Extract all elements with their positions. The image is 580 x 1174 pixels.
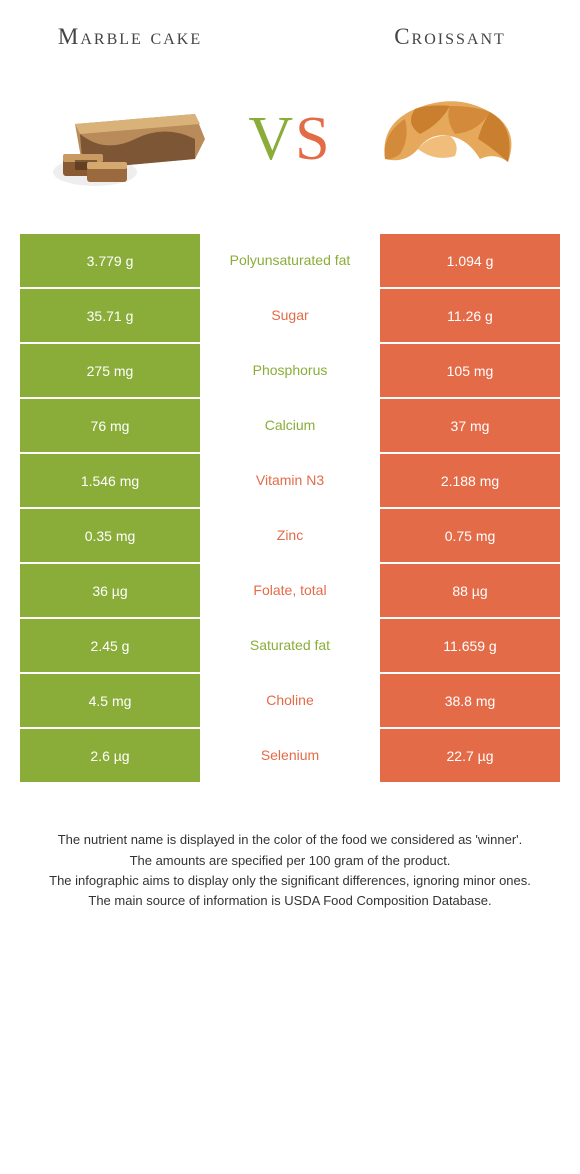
- vs-label: VS: [230, 104, 350, 175]
- footer-line-2: The amounts are specified per 100 gram o…: [28, 851, 552, 871]
- nutrient-label: Selenium: [200, 727, 380, 782]
- comparison-table: 3.779 gPolyunsaturated fat1.094 g35.71 g…: [20, 232, 560, 782]
- value-left: 76 mg: [20, 397, 200, 452]
- value-left: 36 µg: [20, 562, 200, 617]
- value-right: 37 mg: [380, 397, 560, 452]
- nutrient-label: Choline: [200, 672, 380, 727]
- table-row: 2.45 gSaturated fat11.659 g: [20, 617, 560, 672]
- title-right: Croissant: [370, 24, 530, 50]
- footer-line-4: The main source of information is USDA F…: [28, 891, 552, 911]
- value-right: 38.8 mg: [380, 672, 560, 727]
- value-left: 3.779 g: [20, 232, 200, 287]
- value-right: 1.094 g: [380, 232, 560, 287]
- value-left: 2.45 g: [20, 617, 200, 672]
- value-right: 105 mg: [380, 342, 560, 397]
- table-row: 2.6 µgSelenium22.7 µg: [20, 727, 560, 782]
- value-left: 275 mg: [20, 342, 200, 397]
- footer: The nutrient name is displayed in the co…: [0, 782, 580, 911]
- nutrient-label: Zinc: [200, 507, 380, 562]
- nutrient-label: Calcium: [200, 397, 380, 452]
- value-left: 1.546 mg: [20, 452, 200, 507]
- value-left: 0.35 mg: [20, 507, 200, 562]
- value-left: 4.5 mg: [20, 672, 200, 727]
- table-row: 0.35 mgZinc0.75 mg: [20, 507, 560, 562]
- footer-line-3: The infographic aims to display only the…: [28, 871, 552, 891]
- vs-row: VS: [0, 68, 580, 232]
- nutrient-label: Phosphorus: [200, 342, 380, 397]
- table-row: 36 µgFolate, total88 µg: [20, 562, 560, 617]
- table-row: 275 mgPhosphorus105 mg: [20, 342, 560, 397]
- table-row: 35.71 gSugar11.26 g: [20, 287, 560, 342]
- footer-line-1: The nutrient name is displayed in the co…: [28, 830, 552, 850]
- nutrient-label: Folate, total: [200, 562, 380, 617]
- value-right: 2.188 mg: [380, 452, 560, 507]
- header: Marble cake Croissant: [0, 0, 580, 68]
- nutrient-label: Sugar: [200, 287, 380, 342]
- value-left: 35.71 g: [20, 287, 200, 342]
- croissant-icon: [350, 74, 540, 204]
- value-right: 22.7 µg: [380, 727, 560, 782]
- table-row: 76 mgCalcium37 mg: [20, 397, 560, 452]
- nutrient-label: Saturated fat: [200, 617, 380, 672]
- table-row: 4.5 mgCholine38.8 mg: [20, 672, 560, 727]
- value-right: 11.659 g: [380, 617, 560, 672]
- title-left: Marble cake: [50, 24, 210, 50]
- nutrient-label: Vitamin N3: [200, 452, 380, 507]
- table-row: 3.779 gPolyunsaturated fat1.094 g: [20, 232, 560, 287]
- vs-s: S: [295, 105, 331, 173]
- value-right: 0.75 mg: [380, 507, 560, 562]
- value-right: 11.26 g: [380, 287, 560, 342]
- marble-cake-icon: [40, 74, 230, 204]
- vs-v: V: [248, 105, 295, 173]
- value-right: 88 µg: [380, 562, 560, 617]
- table-row: 1.546 mgVitamin N32.188 mg: [20, 452, 560, 507]
- value-left: 2.6 µg: [20, 727, 200, 782]
- nutrient-label: Polyunsaturated fat: [200, 232, 380, 287]
